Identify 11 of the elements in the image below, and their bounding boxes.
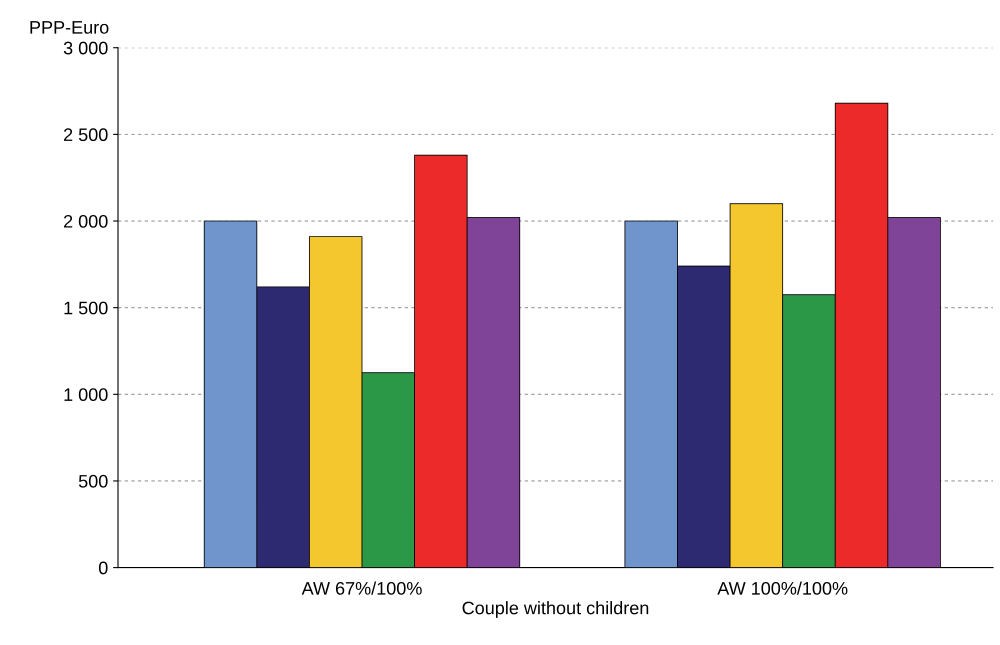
y-tick-label: 500	[78, 474, 108, 488]
x-axis-title: Couple without children	[462, 601, 648, 618]
y-tick-label: 2 000	[64, 214, 108, 228]
y-tick-label: 2 500	[64, 128, 108, 142]
y-tick-label: 0	[98, 562, 108, 574]
x-tick-label: AW 100%/100%	[717, 581, 848, 595]
y-tick-label: 3 000	[64, 42, 108, 54]
x-tick-label: AW 67%/100%	[302, 581, 422, 595]
y-tick-label: 1 000	[64, 388, 108, 402]
y-axis-title: PPP-Euro	[30, 21, 108, 34]
y-tick-label: 1 500	[64, 302, 108, 314]
